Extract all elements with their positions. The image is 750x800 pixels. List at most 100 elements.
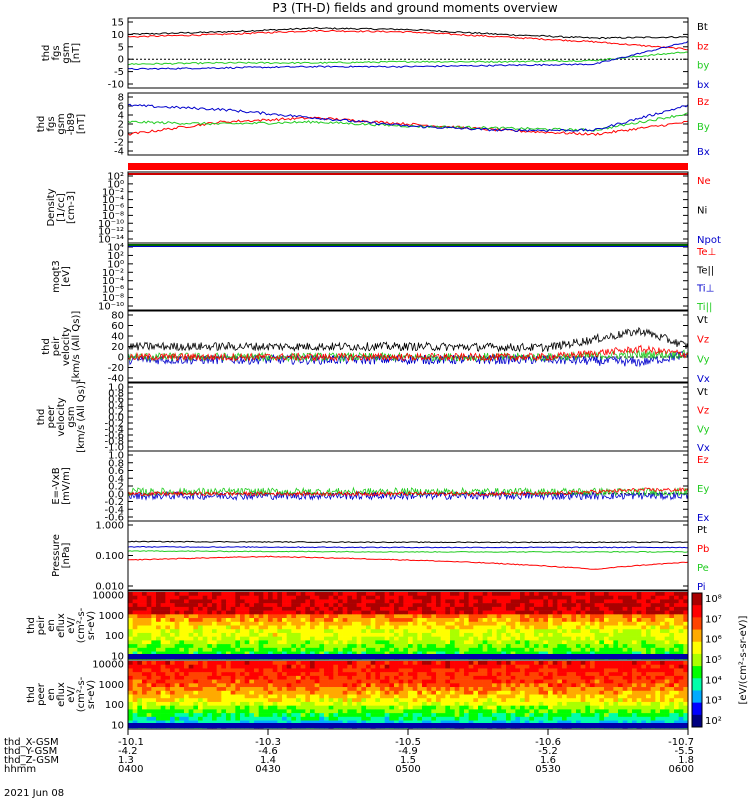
spectrogram-cell [557,694,563,699]
spectrogram-cell [599,614,605,619]
spectrogram-cell [389,644,395,649]
spectrogram-cell [524,614,530,619]
spectrogram-cell [492,672,497,677]
spectrogram-cell [188,599,194,604]
spectrogram-cell [338,610,343,615]
spectrogram-cell [375,687,381,692]
spectrogram-cell [590,698,595,703]
spectrogram-cell [305,687,311,692]
spectrogram-cell [618,610,623,615]
spectrogram-cell [356,606,362,611]
spectrogram-cell [230,687,236,692]
spectrogram-cell [137,629,143,634]
spectrogram-cell [627,664,633,669]
spectrogram-cell [128,720,133,725]
spectrogram-cell [165,713,171,718]
spectrogram-cell [156,690,161,695]
spectrogram-cell [622,647,628,652]
spectrogram-cell [566,705,572,710]
spectrogram-cell [459,618,465,623]
spectrogram-cell [338,606,343,611]
spectrogram-cell [510,621,516,626]
spectrogram-cell [520,621,525,626]
spectrogram-cell [576,668,581,673]
spectrogram-cell [333,661,339,666]
spectrogram-cell [660,690,665,695]
spectrogram-cell [534,716,539,721]
spectrogram-cell [132,618,138,623]
spectrogram-cell [478,694,483,699]
spectrogram-cell [310,690,315,695]
spectrogram-cell [240,713,245,718]
spectrogram-cell [230,614,236,619]
spectrogram-cell [641,603,647,608]
y-tick-label: 10⁻⁸ [102,293,124,304]
x-tick-label: -10.6 [535,737,561,748]
spectrogram-cell [403,640,409,645]
spectrogram-cell [478,720,483,725]
spectrogram-cell [641,679,647,684]
spectrogram-cell [678,632,684,637]
spectrogram-cell [263,644,269,649]
spectrogram-cell [230,640,236,645]
spectrogram-cell [520,632,525,637]
spectrogram-cell [342,647,348,652]
spectrogram-cell [132,672,138,677]
spectrogram-cell [487,679,493,684]
spectrogram-cell [450,698,455,703]
spectrogram-cell [496,603,502,608]
spectrogram-cell [132,664,138,669]
spectrogram-cell [524,610,530,615]
spectrogram-cell [529,644,535,649]
panel-legend: Te⊥Te||Ti⊥Ti|| [696,247,716,313]
spectrogram-cell [604,701,609,706]
spectrogram-cell [683,636,689,641]
spectrogram-cell [529,679,535,684]
spectrogram-cell [440,720,446,725]
spectrogram-cell [221,668,227,673]
spectrogram-cell [436,595,441,600]
spectrogram-cell [277,679,283,684]
spectrogram-cell [576,606,581,611]
spectrogram-cell [669,618,675,623]
spectrogram-cell [202,690,208,695]
spectrogram-cell [366,647,371,652]
spectrogram-cell [431,690,437,695]
spectrogram-cell [174,644,180,649]
spectrogram-cell [599,672,605,677]
spectrogram-cell [128,672,133,677]
spectrogram-cell [366,664,371,669]
spectrogram-cell [454,625,460,630]
spectrogram-cell [212,698,217,703]
spectrogram-cell [361,629,367,634]
spectrogram-cell [403,606,409,611]
spectrogram-cell [580,701,586,706]
spectrogram-cell [361,599,367,604]
spectrogram-cell [613,606,619,611]
spectrogram-cell [235,629,241,634]
spectrogram-cell [202,683,208,688]
spectrogram-cell [408,636,413,641]
spectrogram-cell [464,632,469,637]
spectrogram-cell [510,705,516,710]
spectrogram-cell [394,632,399,637]
spectrogram-cell [482,716,488,721]
spectrogram-cell [641,636,647,641]
spectrogram-cell [655,606,661,611]
spectrogram-cell [342,621,348,626]
spectrogram-cell [230,625,236,630]
spectrogram-cell [389,720,395,725]
spectrogram-cell [622,668,628,673]
spectrogram-cell [296,592,301,597]
spectrogram-cell [408,679,413,684]
spectrogram-cell [492,661,497,666]
spectrogram-cell [650,595,656,600]
spectrogram-cell [608,618,614,623]
spectrogram-cell [305,625,311,630]
spectrogram-cell [478,716,483,721]
spectrogram-cell [496,679,502,684]
spectrogram-cell [664,610,670,615]
spectrogram-cell [450,716,455,721]
spectrogram-cell [604,698,609,703]
spectrogram-cell [683,647,689,652]
